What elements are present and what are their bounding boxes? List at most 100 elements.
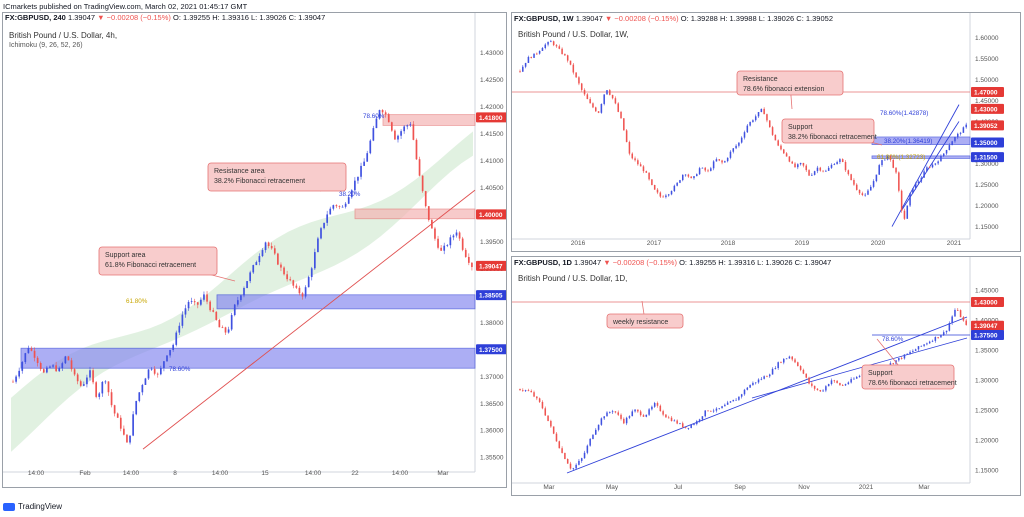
chart-pane-daily[interactable]: FX:GBPUSD, 1D 1.39047 ▼ −0.00208 (−0.15%… — [511, 256, 1021, 496]
candle-body — [625, 417, 628, 424]
candle-body — [665, 414, 667, 418]
candle-body — [527, 56, 530, 63]
price-label-box — [476, 344, 506, 355]
resistance-zone-upper — [382, 114, 476, 126]
candle-body — [611, 94, 614, 99]
candle-body — [667, 194, 670, 196]
ohlc-low: L: 1.39026 — [758, 14, 795, 23]
candle-body — [763, 376, 765, 379]
candle-body — [698, 419, 701, 422]
callout-box — [861, 364, 955, 390]
candle-body — [928, 167, 931, 169]
candle-body — [620, 111, 622, 119]
candle-body — [628, 416, 631, 418]
candle-body — [783, 149, 785, 154]
candle-body — [903, 354, 906, 359]
candle-body — [889, 155, 892, 160]
candle-body — [357, 176, 359, 181]
candle-body — [923, 171, 925, 178]
x-tick-label: 22 — [351, 470, 359, 477]
candle-body — [55, 365, 57, 372]
y-tick-label: 1.40500 — [480, 185, 504, 192]
candle-body — [934, 163, 937, 165]
candle-body — [892, 159, 895, 168]
price-label: 1.39047 — [479, 263, 503, 270]
candle-body — [39, 362, 42, 370]
candle-body — [701, 416, 704, 420]
candle-body — [558, 441, 561, 449]
symbol-label: FX:GBPUSD, 1W — [514, 14, 574, 23]
y-tick-label: 1.55000 — [975, 56, 999, 63]
candle-body — [230, 315, 233, 330]
candle-body — [446, 245, 449, 247]
candle-body — [830, 164, 833, 168]
x-tick-label: 8 — [173, 470, 177, 477]
candle-body — [313, 252, 316, 269]
candle-body — [805, 373, 808, 378]
tradingview-logo[interactable]: TradingView — [3, 502, 62, 511]
fib-level-label: 78.60% — [169, 366, 191, 373]
candle-body — [850, 174, 852, 181]
candle-body — [555, 45, 558, 47]
trend-line — [901, 121, 960, 211]
price-label-box — [971, 86, 1004, 97]
candle-body — [662, 196, 664, 198]
candle-body — [524, 390, 527, 392]
candle-body — [15, 376, 17, 382]
candle-body — [603, 94, 605, 104]
candle-body — [221, 327, 224, 329]
ohlc-high: H: 1.39316 — [718, 258, 755, 267]
candle-body — [181, 314, 184, 326]
candle-body — [243, 288, 245, 296]
candle-body — [651, 179, 653, 185]
candle-body — [46, 367, 48, 373]
candle-body — [30, 348, 33, 351]
x-tick-label: Feb — [79, 470, 91, 477]
candle-body — [920, 345, 923, 347]
candle-body — [763, 108, 765, 115]
candle-body — [724, 161, 726, 163]
candle-body — [64, 356, 67, 364]
candle-body — [258, 256, 261, 263]
candle-body — [934, 337, 937, 341]
candle-body — [749, 384, 751, 388]
candle-body — [906, 353, 909, 355]
price-change: ▼ −0.00208 (−0.15%) — [603, 258, 677, 267]
price-label: 1.31500 — [974, 155, 998, 162]
candle-body — [471, 262, 473, 268]
candle-body — [566, 459, 569, 464]
candle-body — [555, 433, 558, 442]
x-tick-label: 2016 — [571, 240, 586, 247]
price-label-box — [971, 330, 1004, 340]
candle-body — [394, 130, 396, 140]
candle-body — [424, 191, 427, 207]
candle-body — [659, 192, 662, 197]
candle-body — [940, 335, 942, 338]
candle-body — [749, 121, 751, 126]
candle-body — [802, 369, 805, 374]
candle-body — [397, 135, 399, 140]
chart-pane-4h[interactable]: FX:GBPUSD, 240 1.39047 ▼ −0.00208 (−0.15… — [2, 12, 507, 488]
chart-canvas-weekly[interactable]: 1.600001.550001.500001.450001.400001.350… — [512, 13, 1021, 252]
chart-canvas-daily[interactable]: 1.450001.400001.350001.300001.250001.200… — [512, 257, 1021, 496]
candle-body — [583, 89, 586, 95]
candle-body — [791, 356, 793, 360]
candle-body — [184, 308, 187, 315]
candle-body — [766, 114, 768, 121]
x-tick-label: 2021 — [947, 240, 962, 247]
candle-body — [659, 405, 662, 412]
candle-body — [676, 182, 678, 186]
candle-body — [780, 145, 782, 150]
y-tick-label: 1.45000 — [975, 98, 999, 105]
x-tick-label: 2018 — [721, 240, 736, 247]
candle-body — [95, 382, 98, 397]
chart-pane-weekly[interactable]: FX:GBPUSD, 1W 1.39047 ▼ −0.00208 (−0.15%… — [511, 12, 1021, 252]
candle-body — [561, 48, 563, 55]
candle-body — [732, 148, 735, 152]
candle-body — [917, 346, 920, 350]
candle-body — [141, 384, 144, 393]
candle-body — [538, 50, 541, 54]
candle-body — [233, 304, 236, 316]
candle-body — [693, 424, 695, 425]
chart-canvas-4h[interactable]: 1.43000 1.42500 1.42000 1.41500 1.41000 1.405… — [3, 13, 507, 488]
